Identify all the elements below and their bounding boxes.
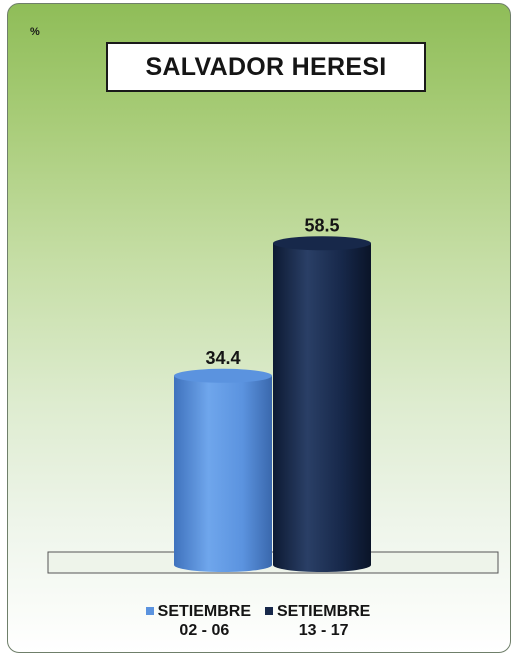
legend-swatch-2 bbox=[265, 607, 273, 615]
bar-2 bbox=[273, 236, 371, 572]
legend: SETIEMBRE 02 - 06 SETIEMBRE 13 - 17 bbox=[0, 602, 516, 640]
bar-body-2 bbox=[273, 243, 371, 565]
legend-label-1: SETIEMBRE 02 - 06 bbox=[158, 602, 251, 640]
bar-cap-1 bbox=[174, 368, 272, 383]
legend-1-line2: 02 - 06 bbox=[179, 622, 230, 639]
data-label-2: 58.5 bbox=[304, 215, 339, 235]
legend-item-2: SETIEMBRE 13 - 17 bbox=[265, 602, 370, 640]
legend-item-1: SETIEMBRE 02 - 06 bbox=[145, 602, 251, 640]
bar-cap-2 bbox=[273, 236, 371, 251]
legend-swatch-1 bbox=[145, 607, 154, 615]
chart-title: SALVADOR HERESI bbox=[106, 42, 426, 92]
legend-label-2: SETIEMBRE 13 - 17 bbox=[277, 602, 370, 640]
legend-2-line2: 13 - 17 bbox=[298, 622, 349, 639]
bar-body-1 bbox=[174, 375, 272, 565]
legend-2-line1: SETIEMBRE bbox=[277, 603, 371, 620]
data-label-1: 34.4 bbox=[205, 348, 240, 368]
unit-label: % bbox=[30, 26, 40, 38]
bar-1 bbox=[174, 368, 272, 572]
legend-1-line1: SETIEMBRE bbox=[157, 603, 251, 620]
